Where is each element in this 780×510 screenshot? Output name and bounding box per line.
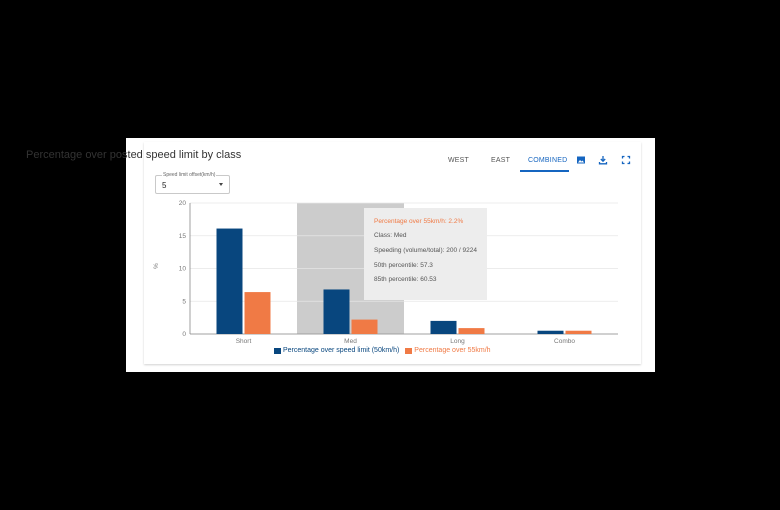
tooltip-p85: 85th percentile: 60.53 — [374, 276, 437, 283]
legend-swatch-series-2 — [405, 347, 413, 354]
x-tick-label: Combo — [554, 338, 575, 345]
x-tick-label: Short — [236, 338, 252, 345]
fullscreen-icon[interactable] — [621, 155, 631, 165]
x-tick-label: Long — [450, 338, 465, 345]
speed-offset-select[interactable]: Speed limit offset(km/h) 5 — [155, 171, 230, 194]
y-tick-label: 0 — [182, 331, 186, 338]
bar-short-series-1 — [216, 228, 243, 334]
chart-tooltip: Percentage over 55km/h: 2.2% Class: Med … — [364, 208, 487, 300]
tab-west[interactable]: WEST — [448, 157, 470, 164]
tooltip-class: Class: Med — [374, 232, 407, 239]
speed-offset-value: 5 — [162, 181, 167, 190]
image-icon[interactable] — [576, 155, 586, 165]
legend-item-series-2[interactable]: Percentage over 55km/h — [405, 347, 491, 354]
y-tick-label: 5 — [182, 298, 186, 305]
tooltip-speeding: Speeding (volume/total): 200 / 9224 — [374, 247, 477, 254]
bar-short-series-2 — [244, 292, 271, 334]
legend-swatch-series-1 — [274, 347, 281, 354]
bar-long-series-2 — [458, 328, 485, 334]
tab-combined[interactable]: COMBINED — [528, 157, 568, 164]
tab-east[interactable]: EAST — [491, 157, 511, 164]
y-tick-label: 10 — [179, 266, 187, 273]
chart-legend: Percentage over speed limit (50km/h) Per… — [274, 347, 495, 356]
chevron-down-icon — [219, 183, 223, 186]
y-axis-title: % — [153, 263, 160, 269]
tooltip-p50: 50th percentile: 57.3 — [374, 262, 433, 269]
x-tick-label: Med — [344, 338, 357, 345]
speed-offset-label: Speed limit offset(km/h) — [162, 171, 217, 179]
bar-combo-series-1 — [537, 330, 564, 334]
chart-title: Percentage over posted speed limit by cl… — [26, 149, 242, 161]
y-tick-label: 15 — [179, 233, 187, 240]
tooltip-header: Percentage over 55km/h: 2.2% — [374, 218, 464, 225]
active-tab-indicator — [520, 170, 569, 172]
bar-combo-series-2 — [565, 330, 592, 334]
bar-long-series-1 — [430, 320, 457, 334]
bar-med-series-1 — [323, 289, 350, 334]
y-tick-label: 20 — [179, 200, 187, 207]
legend-label-series-1: Percentage over speed limit (50km/h) — [283, 347, 400, 354]
download-icon[interactable] — [598, 155, 608, 165]
bar-med-series-2 — [351, 319, 378, 334]
legend-label-series-2: Percentage over 55km/h — [414, 347, 491, 354]
legend-item-series-1[interactable]: Percentage over speed limit (50km/h) — [274, 347, 399, 354]
